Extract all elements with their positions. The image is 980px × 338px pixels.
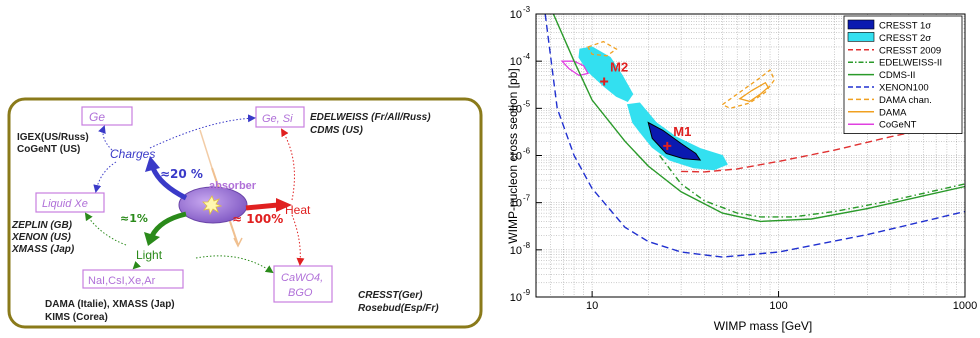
legend-entry: CRESST 1σ — [879, 21, 931, 32]
dotted-link-charges-liquidxe — [93, 161, 117, 193]
light-pct-label: ≈1% — [120, 212, 148, 225]
box-ge-si: Ge, Si — [255, 106, 305, 128]
x-tick-label: 1000 — [953, 300, 977, 312]
region-cresst-2- — [626, 102, 728, 171]
y-tick-label: 10 — [510, 198, 522, 210]
box-nai: NaI,CsI,Xe,Ar — [82, 269, 184, 289]
best-fit-label: M1 — [673, 124, 691, 139]
y-tick-label: 10 — [510, 9, 522, 21]
plot-regions — [560, 40, 776, 171]
legend-swatch — [847, 19, 875, 30]
dotted-link-charges-ge — [98, 125, 113, 151]
exp-rosebud: Rosebud(Esp/Fr) — [358, 303, 439, 314]
box-ge-label: Ge — [89, 110, 105, 124]
exp-dama: DAMA (Italie), XMASS (Jap) — [45, 299, 175, 310]
y-tick-label: 10 — [510, 292, 522, 304]
plot-annotations: M1 M2 — [600, 60, 691, 150]
exp-zeplin: ZEPLIN (GB) — [11, 220, 73, 231]
region-cresst-1- — [647, 121, 702, 161]
legend-entry: CRESST 2σ — [879, 33, 931, 44]
interaction-star-icon — [202, 195, 223, 216]
y-tick-exponent: -8 — [523, 241, 531, 250]
y-tick-label: 10 — [510, 245, 522, 257]
x-tick-label: 100 — [769, 300, 787, 312]
region-dama-chan- — [587, 40, 618, 57]
light-label: Light — [136, 248, 163, 262]
box-liquid-xe-label: Liquid Xe — [42, 198, 88, 210]
best-fit-marker — [600, 77, 609, 86]
exp-cdms: CDMS (US) — [310, 125, 363, 136]
light-arrow — [149, 211, 187, 238]
y-tick-exponent: -7 — [523, 194, 531, 203]
legend-entry: CoGeNT — [879, 120, 917, 131]
legend-entry: CDMS-II — [879, 70, 915, 81]
legend-swatch — [847, 32, 875, 42]
heat-pct-label: ≈ 100% — [232, 212, 283, 226]
box-ge-si-label: Ge, Si — [262, 113, 293, 125]
y-tick-label: 10 — [510, 103, 522, 115]
exp-igex: IGEX(US/Russ) — [17, 132, 89, 143]
dotted-link-light-liquidxe — [84, 212, 127, 246]
curve-edelweiss-ii — [659, 155, 966, 218]
charges-label: Charges — [110, 147, 155, 161]
y-tick-exponent: -3 — [523, 5, 531, 14]
box-cawo4-line2: BGO — [288, 287, 313, 299]
x-tick-label: 10 — [586, 300, 598, 312]
y-tick-exponent: -5 — [523, 99, 531, 108]
legend-entry: CRESST 2009 — [879, 45, 941, 56]
exp-xenon: XENON (US) — [11, 232, 72, 243]
box-ge: Ge — [81, 106, 133, 126]
exp-cresst: CRESST(Ger) — [358, 290, 423, 301]
box-nai-label: NaI,CsI,Xe,Ar — [88, 275, 156, 287]
heat-arrow — [245, 202, 279, 211]
y-tick-exponent: -9 — [523, 288, 531, 297]
exp-edelweiss: EDELWEISS (Fr/All/Russ) — [310, 112, 431, 123]
y-tick-exponent: -6 — [523, 147, 531, 156]
best-fit-label: M2 — [610, 60, 628, 75]
y-tick-label: 10 — [510, 151, 522, 163]
legend-entry: DAMA chan. — [879, 95, 932, 106]
best-fit-marker — [663, 141, 672, 150]
dotted-link-light-nai — [132, 260, 142, 270]
x-axis-label: WIMP mass [GeV] — [714, 319, 812, 333]
dotted-link-heat-gesi — [280, 128, 295, 201]
dotted-link-charges-gesi — [149, 114, 256, 149]
charges-arrow — [150, 166, 188, 201]
y-tick-exponent: -4 — [523, 52, 531, 61]
box-liquid-xe: Liquid Xe — [35, 192, 105, 213]
exp-kims: KIMS (Corea) — [45, 312, 108, 323]
legend-entry: XENON100 — [879, 83, 929, 94]
y-axis-label: WIMP-nucleon cross section [pb] — [506, 68, 520, 243]
detection-diagram: Ge Ge, Si Liquid Xe NaI,CsI,Xe,Ar CaWO4,… — [0, 0, 490, 333]
curve-cresst-2009 — [681, 126, 937, 173]
legend-entry: EDELWEISS-II — [879, 58, 942, 69]
curve-cdms-ii — [552, 13, 966, 223]
box-cawo4: CaWO4, BGO — [273, 265, 333, 303]
plot-curves — [544, 13, 966, 258]
absorber-label: absorber — [209, 180, 257, 192]
y-tick-label: 10 — [510, 56, 522, 68]
region-dama — [738, 81, 770, 103]
heat-label: Heat — [285, 203, 311, 217]
charges-pct-label: ≈20 % — [160, 167, 203, 181]
exp-cogent: CoGeNT (US) — [17, 144, 80, 155]
box-cawo4-line1: CaWO4, — [281, 272, 323, 284]
curve-xenon100 — [544, 13, 966, 258]
exp-xmass: XMASS (Jap) — [11, 244, 75, 255]
dotted-link-heat-cawo4 — [291, 214, 305, 266]
exclusion-plot: M1 M2 10 100 1000 10 -9 10 -8 10 -7 10 -6 10 -5 10 -4 10… — [490, 0, 980, 333]
legend-entry: DAMA — [879, 107, 907, 118]
